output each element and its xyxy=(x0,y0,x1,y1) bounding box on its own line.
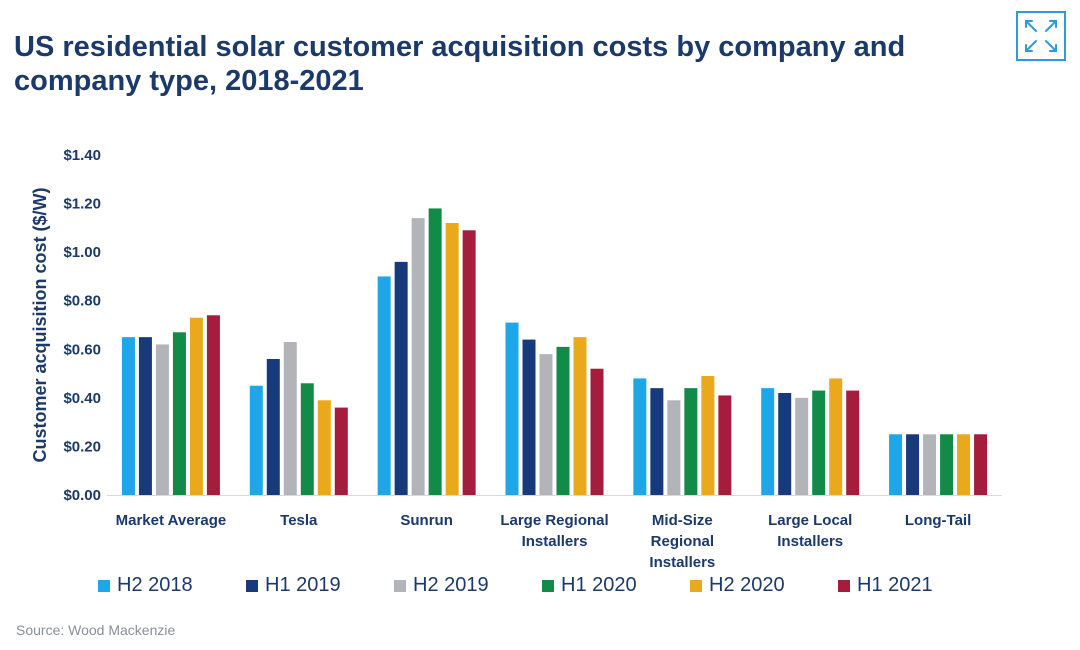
x-tick-label: Tesla xyxy=(280,512,318,529)
bar-h1-2021 xyxy=(974,434,988,495)
y-axis-title: Customer acquisition cost ($/W) xyxy=(30,187,50,462)
legend-label: H2 2020 xyxy=(709,574,785,596)
x-tick-label: Installers xyxy=(649,554,715,571)
bar-h2-2019 xyxy=(923,434,937,495)
legend-swatch xyxy=(542,579,554,592)
y-tick-label: $1.20 xyxy=(63,196,101,213)
bar-h1-2020 xyxy=(812,390,826,495)
legend-swatch xyxy=(394,579,406,592)
bar-h1-2019 xyxy=(522,339,536,495)
legend-swatch xyxy=(838,579,850,592)
bar-h2-2018 xyxy=(377,276,391,495)
bar-h1-2021 xyxy=(206,315,220,495)
bar-h1-2021 xyxy=(462,230,476,496)
bar-h2-2019 xyxy=(539,354,553,495)
legend-label: H1 2019 xyxy=(265,574,341,596)
bar-h2-2020 xyxy=(701,376,715,495)
bar-h1-2020 xyxy=(556,346,570,495)
bar-h1-2021 xyxy=(718,395,732,495)
bar-h2-2019 xyxy=(283,342,297,495)
y-tick-label: $0.20 xyxy=(63,438,101,455)
bar-h2-2018 xyxy=(505,322,519,495)
legend-swatch xyxy=(98,579,110,592)
y-tick-label: $0.60 xyxy=(63,341,101,358)
bar-h1-2019 xyxy=(778,393,792,495)
legend-item: H1 2021 xyxy=(838,574,933,597)
bar-h1-2021 xyxy=(590,368,604,495)
y-tick-label: $1.40 xyxy=(63,147,101,164)
bar-h2-2018 xyxy=(761,388,775,495)
legend-label: H1 2020 xyxy=(561,574,637,596)
bar-h2-2020 xyxy=(317,400,331,495)
legend-item: H2 2018 xyxy=(98,574,193,597)
legend-swatch xyxy=(246,579,258,592)
bar-h2-2019 xyxy=(667,400,681,495)
x-tick-label: Large Local xyxy=(768,512,852,529)
legend-label: H1 2021 xyxy=(857,574,933,596)
legend-item: H1 2019 xyxy=(246,574,341,597)
bar-h1-2020 xyxy=(172,332,186,495)
x-tick-label: Regional xyxy=(651,533,714,550)
x-tick-label: Large Regional xyxy=(500,512,608,529)
bar-h2-2020 xyxy=(957,434,971,495)
bar-h1-2019 xyxy=(138,337,152,495)
source-note: Source: Wood Mackenzie xyxy=(16,622,176,638)
chart-legend: H2 2018 H1 2019 H2 2019 H1 2020 H2 2020 H1 20… xyxy=(98,574,958,602)
x-tick-label: Installers xyxy=(522,533,588,550)
bar-h2-2019 xyxy=(155,344,169,495)
legend-swatch xyxy=(690,579,702,592)
bar-h1-2021 xyxy=(846,390,860,495)
y-tick-label: $0.80 xyxy=(63,293,101,310)
bar-h2-2018 xyxy=(633,378,647,495)
legend-item: H2 2020 xyxy=(690,574,785,597)
expand-arrows-icon xyxy=(1025,20,1057,52)
legend-item: H2 2019 xyxy=(394,574,489,597)
legend-label: H2 2018 xyxy=(117,574,193,596)
bar-h1-2020 xyxy=(300,383,314,495)
y-tick-label: $0.40 xyxy=(63,390,101,407)
bar-h1-2019 xyxy=(266,359,280,495)
bar-h1-2019 xyxy=(906,434,920,495)
bar-h1-2020 xyxy=(428,208,442,495)
bar-h2-2018 xyxy=(121,337,135,495)
x-tick-label: Mid-Size xyxy=(652,512,713,529)
x-tick-label: Long-Tail xyxy=(905,512,971,529)
bar-h2-2020 xyxy=(829,378,843,495)
bar-h2-2018 xyxy=(889,434,903,495)
y-tick-label: $0.00 xyxy=(63,487,101,504)
bar-h1-2020 xyxy=(940,434,954,495)
y-tick-label: $1.00 xyxy=(63,244,101,261)
bar-h2-2019 xyxy=(411,218,425,495)
legend-item: H1 2020 xyxy=(542,574,637,597)
bar-h1-2019 xyxy=(394,261,408,495)
x-tick-label: Sunrun xyxy=(400,512,453,529)
x-tick-label: Market Average xyxy=(116,512,227,529)
bar-h2-2020 xyxy=(189,317,203,495)
chart-title: US residential solar customer acquisitio… xyxy=(14,31,906,97)
bar-h2-2020 xyxy=(445,223,459,495)
bar-h2-2020 xyxy=(573,337,587,495)
bar-h2-2018 xyxy=(249,385,263,495)
legend-label: H2 2019 xyxy=(413,574,489,596)
bar-h1-2019 xyxy=(650,388,664,495)
expand-button[interactable] xyxy=(1016,11,1066,61)
bar-h2-2019 xyxy=(795,397,809,495)
x-tick-label: Installers xyxy=(777,533,843,550)
bar-h1-2021 xyxy=(334,407,348,495)
bar-h1-2020 xyxy=(684,388,698,495)
